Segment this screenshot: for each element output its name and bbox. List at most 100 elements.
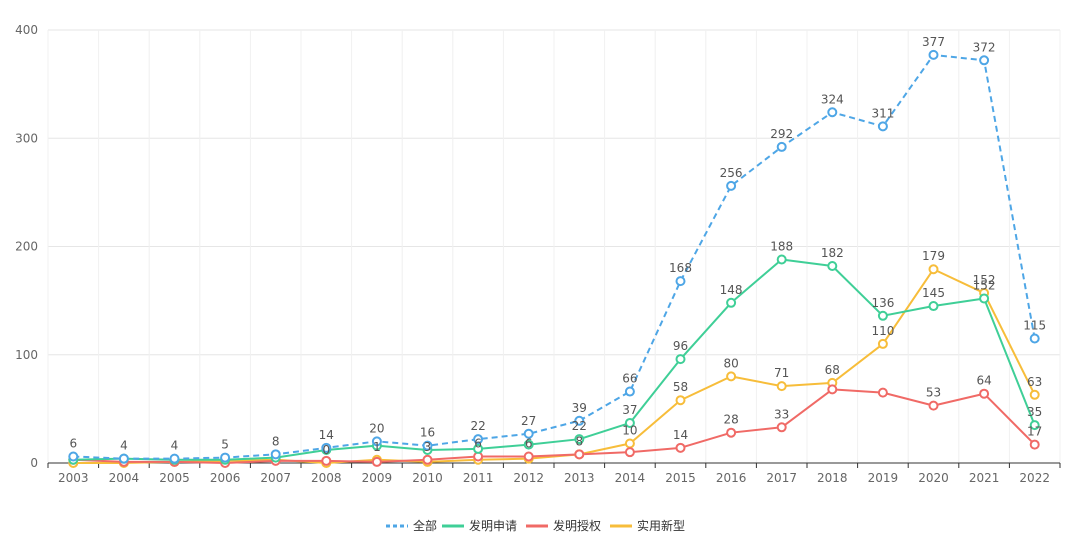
legend-label: 发明申请	[469, 518, 517, 533]
data-point	[928, 264, 939, 275]
data-label: 182	[821, 246, 844, 260]
data-label: 80	[723, 356, 738, 370]
data-point	[877, 310, 888, 321]
data-point	[675, 442, 686, 453]
data-point	[827, 260, 838, 271]
data-point	[827, 384, 838, 395]
x-tick-label: 2003	[58, 471, 89, 485]
data-point	[118, 453, 129, 464]
legend-item[interactable]: 发明授权	[526, 518, 601, 533]
data-label: 4	[120, 439, 128, 453]
x-tick-label: 2005	[159, 471, 190, 485]
legend-item[interactable]: 实用新型	[610, 518, 685, 533]
data-point	[624, 386, 635, 397]
data-point	[68, 451, 79, 462]
data-label: 35	[1027, 405, 1042, 419]
data-point	[371, 436, 382, 447]
legend-label: 实用新型	[637, 518, 685, 533]
data-point	[624, 447, 635, 458]
data-point	[979, 55, 990, 66]
data-point	[321, 455, 332, 466]
data-label: 20	[369, 421, 384, 435]
data-point	[270, 449, 281, 460]
data-point	[473, 443, 484, 454]
legend-item[interactable]: 全部	[386, 518, 437, 533]
data-label: 66	[622, 372, 637, 386]
data-label: 14	[319, 428, 334, 442]
data-label: 1	[373, 440, 381, 454]
data-point	[473, 434, 484, 445]
series-lines	[73, 53, 1036, 464]
y-tick-label: 300	[15, 131, 38, 145]
y-tick-label: 200	[15, 240, 38, 254]
series-line-0	[73, 53, 1036, 460]
data-point	[675, 395, 686, 406]
data-label: 152	[973, 273, 996, 287]
data-point	[523, 439, 534, 450]
data-label: 311	[871, 106, 894, 120]
data-label: 14	[673, 428, 688, 442]
data-point	[726, 427, 737, 438]
data-point	[624, 438, 635, 449]
data-point	[422, 440, 433, 451]
data-point	[726, 180, 737, 191]
data-point	[169, 453, 180, 464]
data-label: 22	[470, 419, 485, 433]
data-point	[1029, 389, 1040, 400]
data-point	[726, 371, 737, 382]
y-tick-label: 400	[15, 23, 38, 37]
data-label: 372	[973, 40, 996, 54]
data-point	[877, 387, 888, 398]
data-label: 39	[572, 401, 587, 415]
data-label: 10	[622, 424, 637, 438]
data-point	[776, 422, 787, 433]
data-label: 292	[770, 127, 793, 141]
series-line-2	[73, 388, 1036, 464]
x-tick-label: 2012	[513, 471, 544, 485]
data-label: 28	[723, 413, 738, 427]
data-label: 136	[871, 296, 894, 310]
x-tick-label: 2011	[463, 471, 494, 485]
data-point	[979, 388, 990, 399]
data-points	[68, 49, 1040, 468]
grid-lines	[47, 29, 1061, 463]
data-point	[928, 400, 939, 411]
y-tick-label: 100	[15, 348, 38, 362]
data-point	[574, 449, 585, 460]
data-label: 71	[774, 366, 789, 380]
data-point	[928, 301, 939, 312]
data-label: 22	[572, 419, 587, 433]
y-tick-label: 0	[30, 456, 38, 470]
data-label: 68	[825, 363, 840, 377]
x-tick-label: 2020	[918, 471, 949, 485]
data-point	[776, 141, 787, 152]
legend-item[interactable]: 发明申请	[442, 518, 517, 533]
data-point	[928, 49, 939, 60]
x-tick-label: 2016	[716, 471, 747, 485]
data-label: 64	[976, 374, 991, 388]
x-tick-label: 2021	[969, 471, 1000, 485]
data-label: 33	[774, 407, 789, 421]
data-point	[877, 121, 888, 132]
data-label: 115	[1023, 319, 1046, 333]
data-label: 152	[973, 278, 996, 292]
data-label: 4	[171, 439, 179, 453]
data-label: 6	[69, 437, 77, 451]
data-label: 256	[720, 166, 743, 180]
x-tick-label: 2014	[615, 471, 646, 485]
x-tick-label: 2019	[868, 471, 899, 485]
series-line-3	[73, 268, 1036, 464]
x-tick-label: 2022	[1019, 471, 1050, 485]
data-label: 5	[221, 438, 229, 452]
x-tick-label: 2006	[210, 471, 241, 485]
series-line-1	[73, 258, 1036, 461]
legend[interactable]: 全部 发明申请 发明授权 实用新型	[386, 518, 685, 533]
data-point	[422, 454, 433, 465]
data-label: 37	[622, 403, 637, 417]
data-point	[1029, 439, 1040, 450]
legend-label: 发明授权	[553, 518, 601, 533]
data-label: 179	[922, 249, 945, 263]
